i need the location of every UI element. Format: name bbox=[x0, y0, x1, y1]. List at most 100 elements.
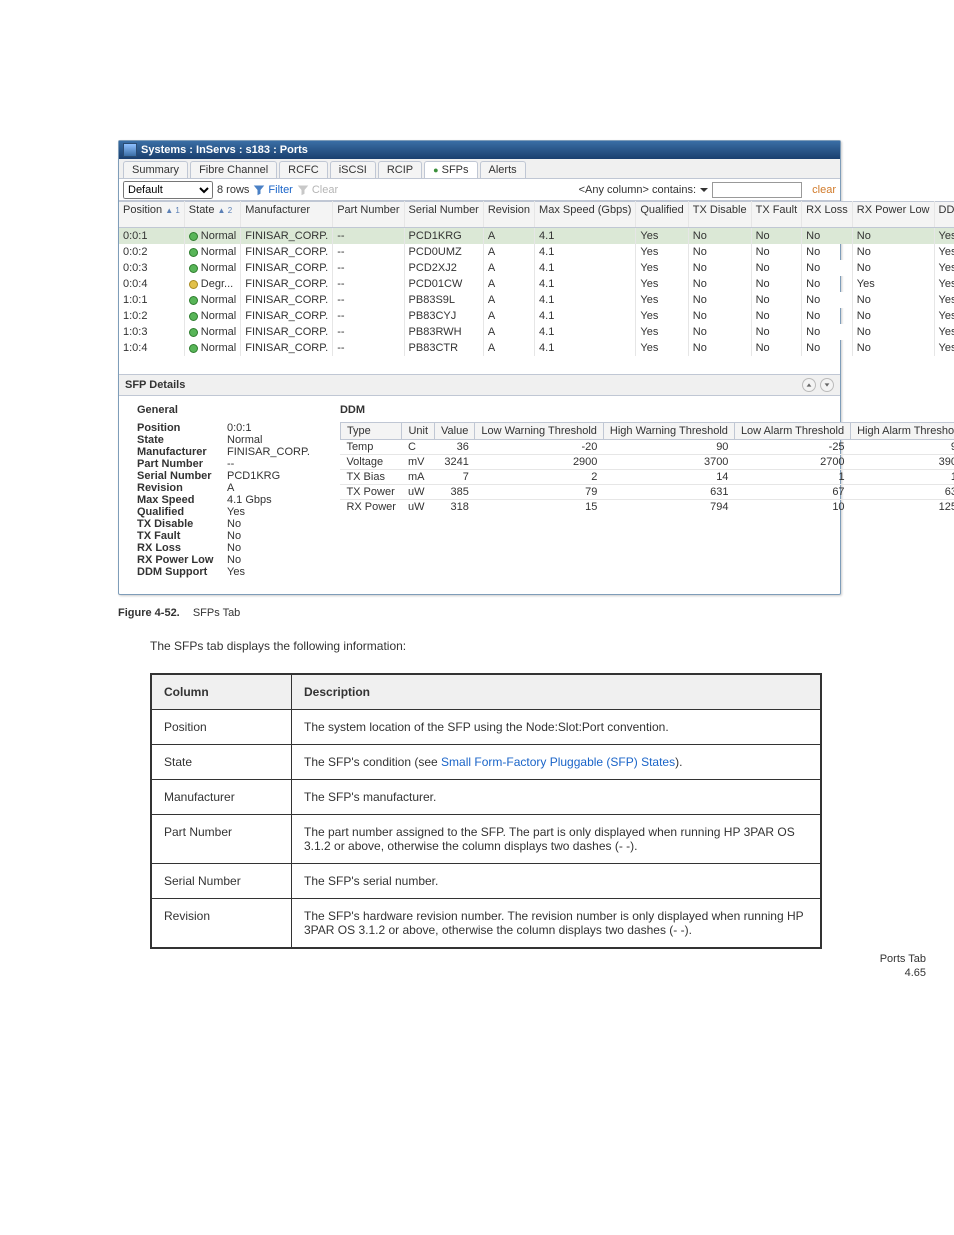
ddm-cell: -20 bbox=[475, 440, 604, 455]
ddm-header-row: TypeUnitValueLow Warning ThresholdHigh W… bbox=[340, 423, 954, 440]
cell: FINISAR_CORP. bbox=[241, 260, 333, 276]
desc-col: Position bbox=[152, 710, 292, 745]
cell: 4.1 bbox=[535, 340, 636, 356]
cell: Yes bbox=[934, 276, 954, 292]
cell: Normal bbox=[184, 228, 240, 245]
cell: -- bbox=[333, 260, 404, 276]
desc-text: The system location of the SFP using the… bbox=[292, 710, 821, 745]
col-rx-loss[interactable]: RX Loss bbox=[802, 202, 853, 228]
col-qualified[interactable]: Qualified bbox=[636, 202, 688, 228]
cell: No bbox=[688, 292, 751, 308]
cell: No bbox=[688, 228, 751, 245]
cell: No bbox=[852, 308, 934, 324]
tab-alerts[interactable]: Alerts bbox=[480, 161, 526, 178]
col-tx-disable[interactable]: TX Disable bbox=[688, 202, 751, 228]
tab-rcip[interactable]: RCIP bbox=[378, 161, 422, 178]
ddm-row: RX PoweruW31815794101259 bbox=[340, 500, 954, 515]
cell: Yes bbox=[636, 244, 688, 260]
cell: Normal bbox=[184, 244, 240, 260]
col-revision[interactable]: Revision bbox=[483, 202, 534, 228]
ddm-cell: 3241 bbox=[435, 455, 475, 470]
desc-link[interactable]: Small Form-Factory Pluggable (SFP) State… bbox=[441, 755, 675, 769]
table-row[interactable]: 0:0:4Degr...FINISAR_CORP.--PCD01CWA4.1Ye… bbox=[119, 276, 954, 292]
anycol-label: <Any column> bbox=[579, 184, 649, 196]
kv-row: DDM SupportYes bbox=[137, 566, 310, 578]
col-state[interactable]: State ▲ 2 bbox=[184, 202, 240, 228]
cell: No bbox=[802, 260, 853, 276]
cell: Yes bbox=[636, 292, 688, 308]
clear-search-link[interactable]: clear bbox=[812, 184, 836, 196]
kv-row: RX LossNo bbox=[137, 542, 310, 554]
table-row[interactable]: 0:0:1NormalFINISAR_CORP.--PCD1KRGA4.1Yes… bbox=[119, 228, 954, 245]
ddm-col: High Warning Threshold bbox=[603, 423, 734, 440]
search-input[interactable] bbox=[712, 182, 802, 198]
col-part-number[interactable]: Part Number bbox=[333, 202, 404, 228]
cell: No bbox=[802, 228, 853, 245]
col-rx-power-low[interactable]: RX Power Low bbox=[852, 202, 934, 228]
cell: -- bbox=[333, 276, 404, 292]
kv-value: A bbox=[227, 482, 234, 494]
ddm-cell: 7 bbox=[435, 470, 475, 485]
col-position[interactable]: Position ▲ 1 bbox=[119, 202, 184, 228]
table-row[interactable]: 0:0:3NormalFINISAR_CORP.--PCD2XJ2A4.1Yes… bbox=[119, 260, 954, 276]
kv-key: DDM Support bbox=[137, 566, 227, 578]
cell: 4.1 bbox=[535, 308, 636, 324]
contains-label: contains: bbox=[652, 184, 696, 196]
chevron-down-icon[interactable] bbox=[699, 185, 709, 195]
col-manufacturer[interactable]: Manufacturer bbox=[241, 202, 333, 228]
cell: No bbox=[852, 324, 934, 340]
clear-filter-label: Clear bbox=[312, 184, 338, 196]
ddm-cell: 10 bbox=[734, 500, 850, 515]
tab-sfps[interactable]: ● SFPs bbox=[424, 161, 477, 178]
cell: -- bbox=[333, 324, 404, 340]
cell: PB83S9L bbox=[404, 292, 483, 308]
table-row[interactable]: 0:0:2NormalFINISAR_CORP.--PCD0UMZA4.1Yes… bbox=[119, 244, 954, 260]
cell: 4.1 bbox=[535, 244, 636, 260]
cell: -- bbox=[333, 228, 404, 245]
cell: Degr... bbox=[184, 276, 240, 292]
view-select[interactable]: Default bbox=[123, 181, 213, 199]
clear-filter-button[interactable]: Clear bbox=[297, 184, 338, 196]
cell: 4.1 bbox=[535, 276, 636, 292]
ports-window: Systems : InServs : s183 : Ports Summary… bbox=[118, 140, 841, 595]
cell: Yes bbox=[636, 324, 688, 340]
col-serial-number[interactable]: Serial Number bbox=[404, 202, 483, 228]
cell: Yes bbox=[934, 244, 954, 260]
tab-rcfc[interactable]: RCFC bbox=[279, 161, 328, 178]
ddm-cell: uW bbox=[402, 500, 435, 515]
cell: No bbox=[852, 244, 934, 260]
table-row[interactable]: 1:0:3NormalFINISAR_CORP.--PB83RWHA4.1Yes… bbox=[119, 324, 954, 340]
ddm-cell: 1 bbox=[734, 470, 850, 485]
titlebar: Systems : InServs : s183 : Ports bbox=[119, 141, 840, 159]
cell: No bbox=[802, 340, 853, 356]
filter-button[interactable]: Filter bbox=[253, 184, 292, 196]
collapse-icon[interactable] bbox=[802, 378, 816, 392]
col-ddm-support[interactable]: DDM Support bbox=[934, 202, 954, 228]
cell: PCD01CW bbox=[404, 276, 483, 292]
ddm-cell: mV bbox=[402, 455, 435, 470]
col-max-speed-gbps-[interactable]: Max Speed (Gbps) bbox=[535, 202, 636, 228]
ddm-cell: TX Power bbox=[340, 485, 402, 500]
cell: No bbox=[802, 308, 853, 324]
cell: No bbox=[688, 276, 751, 292]
cell: No bbox=[802, 244, 853, 260]
table-row[interactable]: 1:0:1NormalFINISAR_CORP.--PB83S9LA4.1Yes… bbox=[119, 292, 954, 308]
cell: FINISAR_CORP. bbox=[241, 292, 333, 308]
table-row[interactable]: 1:0:2NormalFINISAR_CORP.--PB83CYJA4.1Yes… bbox=[119, 308, 954, 324]
tab-fibre-channel[interactable]: Fibre Channel bbox=[190, 161, 277, 178]
sfp-grid[interactable]: Position ▲ 1State ▲ 2ManufacturerPart Nu… bbox=[119, 201, 954, 356]
expand-icon[interactable] bbox=[820, 378, 834, 392]
details-header: SFP Details bbox=[119, 374, 840, 396]
desc-col: Revision bbox=[152, 899, 292, 948]
state-icon bbox=[189, 248, 198, 257]
kv-row: RevisionA bbox=[137, 482, 310, 494]
desc-row: PositionThe system location of the SFP u… bbox=[152, 710, 821, 745]
tab-iscsi[interactable]: iSCSI bbox=[330, 161, 376, 178]
tab-summary[interactable]: Summary bbox=[123, 161, 188, 178]
table-row[interactable]: 1:0:4NormalFINISAR_CORP.--PB83CTRA4.1Yes… bbox=[119, 340, 954, 356]
cell: No bbox=[852, 340, 934, 356]
state-icon bbox=[189, 232, 198, 241]
cell: A bbox=[483, 260, 534, 276]
kv-row: RX Power LowNo bbox=[137, 554, 310, 566]
col-tx-fault[interactable]: TX Fault bbox=[751, 202, 802, 228]
